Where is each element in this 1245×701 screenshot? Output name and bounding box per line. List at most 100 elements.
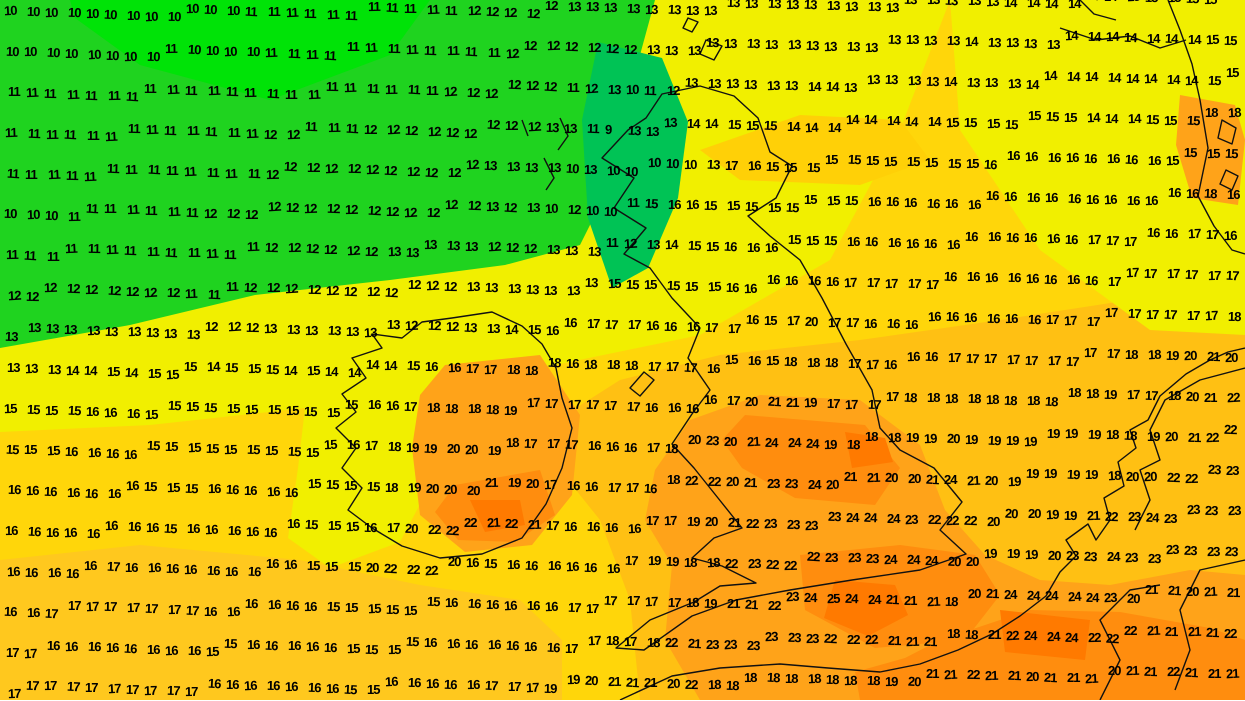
temp-value: 13 [304, 322, 318, 338]
temp-value: 18 [506, 362, 520, 378]
band-seengland-hot [824, 580, 908, 636]
temp-value: 17 [364, 437, 378, 454]
temp-value: 16 [105, 445, 119, 461]
temp-value: 16 [368, 397, 382, 413]
temp-value: 15 [823, 233, 837, 249]
temp-value: 20 [466, 482, 480, 499]
temp-value: 23 [1186, 501, 1200, 518]
temp-value: 15 [1145, 111, 1159, 128]
temp-value: 19 [803, 395, 817, 411]
temp-value: 15 [344, 396, 358, 412]
temp-value: 15 [367, 600, 381, 617]
temp-value: 15 [67, 403, 81, 419]
temp-value: 22 [407, 561, 421, 577]
temp-value: 18 [946, 625, 960, 642]
temp-value: 11 [126, 201, 140, 218]
temp-value: 13 [907, 72, 921, 89]
temp-value: 23 [1165, 542, 1179, 558]
temp-value: 12 [383, 162, 397, 179]
temp-value: 16 [447, 359, 461, 376]
temp-value: 23 [1224, 543, 1238, 560]
temp-value: 13 [627, 122, 641, 139]
temp-value: 18 [706, 554, 720, 571]
temp-value: 16 [927, 308, 941, 324]
temp-value: 11 [287, 45, 301, 62]
temp-value: 20 [1126, 590, 1140, 606]
temp-value: 12 [143, 284, 157, 300]
temp-value: 15 [607, 275, 621, 292]
temp-value: 12 [347, 161, 361, 177]
temp-value: 18 [1123, 427, 1137, 444]
temp-value: 17 [1163, 306, 1177, 323]
temp-value: 13 [163, 325, 177, 342]
temp-value: 16 [1065, 150, 1079, 166]
temp-value: 16 [986, 310, 1000, 326]
temp-value: 16 [886, 316, 900, 332]
temp-value: 18 [1227, 308, 1241, 325]
temp-value: 11 [207, 83, 221, 99]
temp-value: 11 [127, 120, 140, 136]
temp-value: 15 [1027, 108, 1041, 124]
temp-value: 21 [1144, 582, 1158, 598]
temp-value: 18 [985, 391, 999, 408]
temp-value: 21 [767, 393, 781, 410]
temp-value: 16 [546, 639, 560, 656]
coastline-isle-of-man [629, 371, 655, 397]
temp-value: 15 [703, 197, 717, 213]
temp-value: 19 [487, 442, 501, 459]
temp-value: 16 [285, 597, 299, 613]
temp-value: 15 [945, 114, 959, 131]
temp-value: 22 [1205, 430, 1219, 446]
temp-value: 11 [223, 246, 236, 263]
temp-value: 20 [1025, 668, 1039, 685]
temp-value: 13 [585, 0, 599, 15]
temp-value: 21 [484, 474, 498, 490]
temp-value: 15 [727, 116, 741, 133]
temp-value: 18 [743, 669, 757, 685]
temp-value: 17 [567, 599, 581, 616]
temp-value: 11 [144, 81, 157, 96]
temp-value: 12 [364, 243, 378, 259]
temp-value: 11 [225, 84, 239, 100]
temp-value: 12 [126, 283, 140, 299]
temp-value: 13 [708, 75, 722, 91]
temp-value: 15 [787, 231, 801, 248]
temp-value: 16 [1086, 191, 1100, 207]
temp-value: 17 [704, 319, 718, 336]
temp-value: 15 [783, 159, 797, 175]
temp-value: 13 [263, 320, 277, 337]
temp-value: 16 [207, 675, 221, 692]
temp-value: 14 [1123, 29, 1137, 46]
temp-value: 10 [585, 202, 599, 219]
temp-value: 16 [983, 156, 997, 173]
temp-value: 11 [626, 195, 639, 211]
temp-value: 13 [45, 320, 59, 337]
temp-value: 16 [846, 233, 860, 249]
temp-value: 21 [527, 516, 541, 533]
temp-value: 12 [507, 77, 521, 93]
temp-value: 17 [884, 275, 898, 292]
temp-value: 17 [603, 592, 617, 608]
temp-value: 15 [223, 635, 237, 652]
temp-value: 14 [347, 364, 361, 381]
temp-value: 17 [126, 600, 140, 616]
temp-value: 16 [905, 235, 919, 252]
temp-value: 23 [706, 636, 720, 652]
temp-value: 15 [744, 198, 758, 215]
temp-value: 22 [504, 516, 518, 532]
temp-value: 13 [664, 42, 678, 58]
temp-value: 24 [1045, 588, 1059, 604]
temp-value: 14 [886, 112, 900, 129]
temp-value: 15 [1045, 108, 1059, 125]
temp-value: 11 [104, 201, 117, 217]
temp-value: 16 [924, 349, 938, 365]
band-yellow-right [950, 0, 1245, 335]
temp-value: 20 [1186, 583, 1200, 599]
temp-value: 15 [763, 118, 777, 134]
temp-value: 15 [1064, 109, 1078, 125]
temp-value: 17 [866, 275, 880, 291]
temp-value: 15 [765, 353, 779, 369]
temp-value: 12 [307, 281, 321, 298]
temp-value: 12 [384, 284, 398, 301]
